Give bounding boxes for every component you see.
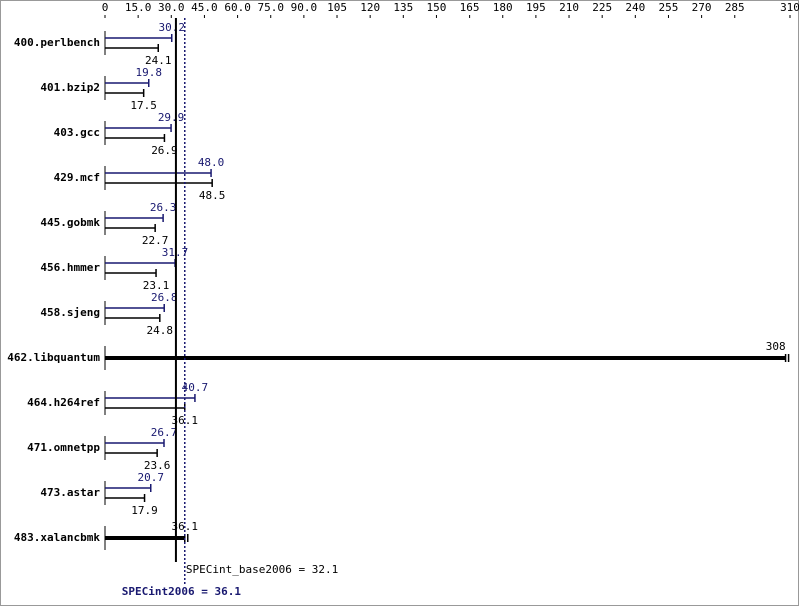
value-label: 26.3: [150, 201, 177, 214]
value-label: 24.1: [145, 54, 172, 67]
x-tick-label: 120: [360, 1, 380, 14]
category-label: 456.hmmer: [40, 261, 100, 274]
x-tick-label: 135: [393, 1, 413, 14]
x-tick-label: 210: [559, 1, 579, 14]
x-tick-label: 240: [625, 1, 645, 14]
category-label: 401.bzip2: [40, 81, 100, 94]
category-label: 429.mcf: [54, 171, 100, 184]
x-tick-label: 105: [327, 1, 347, 14]
category-label: 400.perlbench: [14, 36, 100, 49]
value-label: 26.8: [151, 291, 178, 304]
x-tick-label: 0: [102, 1, 109, 14]
value-label: 24.8: [147, 324, 174, 337]
value-label: 17.5: [130, 99, 157, 112]
value-label: 308: [766, 340, 786, 353]
value-label: 40.7: [182, 381, 209, 394]
x-tick-label: 30.0: [158, 1, 185, 14]
value-label: 30.2: [158, 21, 185, 34]
x-tick-label: 285: [725, 1, 745, 14]
value-label: 19.8: [136, 66, 163, 79]
value-label: 48.0: [198, 156, 225, 169]
value-label: 22.7: [142, 234, 169, 247]
x-tick-label: 165: [460, 1, 480, 14]
category-label: 483.xalancbmk: [14, 531, 100, 544]
value-label: 26.9: [151, 144, 178, 157]
category-label: 445.gobmk: [40, 216, 100, 229]
x-tick-label: 15.0: [125, 1, 152, 14]
x-tick-label: 45.0: [191, 1, 218, 14]
category-label: 464.h264ref: [27, 396, 100, 409]
category-label: 471.omnetpp: [27, 441, 100, 454]
x-tick-label: 180: [493, 1, 513, 14]
value-label: 20.7: [137, 471, 164, 484]
value-label: 17.9: [131, 504, 158, 517]
x-tick-label: 150: [427, 1, 447, 14]
reference-label: SPECint_base2006 = 32.1: [186, 563, 338, 576]
value-label: 23.6: [144, 459, 171, 472]
value-label: 36.1: [172, 414, 199, 427]
x-tick-label: 310: [780, 1, 799, 14]
x-tick-label: 90.0: [291, 1, 318, 14]
value-label: 23.1: [143, 279, 170, 292]
value-label: 48.5: [199, 189, 226, 202]
value-label: 29.9: [158, 111, 185, 124]
category-label: 458.sjeng: [40, 306, 100, 319]
x-tick-label: 75.0: [257, 1, 284, 14]
value-label: 26.7: [151, 426, 178, 439]
category-label: 403.gcc: [54, 126, 100, 139]
x-tick-label: 270: [692, 1, 712, 14]
x-tick-label: 255: [659, 1, 679, 14]
category-label: 462.libquantum: [7, 351, 100, 364]
reference-label: SPECint2006 = 36.1: [122, 585, 242, 598]
x-tick-label: 195: [526, 1, 546, 14]
x-tick-label: 225: [592, 1, 612, 14]
x-tick-label: 60.0: [224, 1, 251, 14]
category-label: 473.astar: [40, 486, 100, 499]
